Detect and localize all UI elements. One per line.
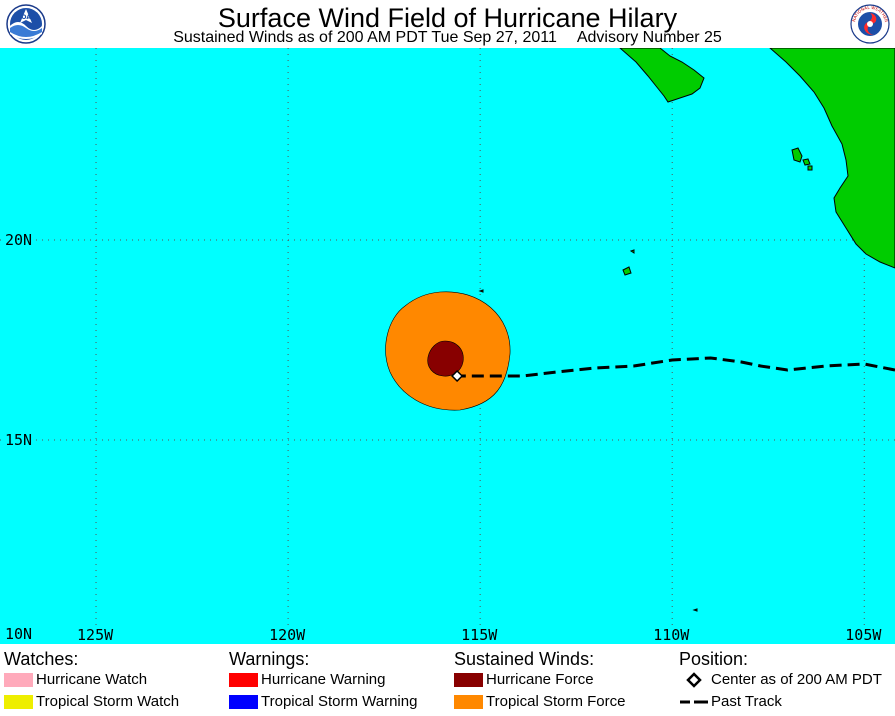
- past-track: [457, 356, 895, 378]
- map-subtitle: Sustained Winds as of 200 AM PDT Tue Sep…: [0, 29, 895, 47]
- legend-watches-title: Watches:: [4, 649, 79, 669]
- wind-field-map: 20N 15N 10N 125W 120W 115W 110W 105W: [0, 47, 895, 644]
- latitude-label: 15N: [5, 431, 33, 449]
- noaa-logo: NOAA: [6, 4, 46, 44]
- ts-force-swatch: [454, 695, 483, 709]
- storm-center-diamond-icon: [451, 369, 464, 383]
- map-canvas: [0, 47, 895, 644]
- past-track-dash-icon: [680, 700, 708, 704]
- isla-isabel: [807, 165, 813, 171]
- baja-california: [618, 47, 705, 103]
- legend-warnings-title: Warnings:: [229, 649, 310, 669]
- longitude-label: 110W: [653, 626, 690, 644]
- nws-logo: NATIONAL WEATHER SERVICE: [850, 4, 890, 44]
- islas-marias-small: [802, 158, 811, 166]
- hurricane-watch-label: Hurricane Watch: [36, 671, 148, 688]
- longitude-label: 120W: [269, 626, 306, 644]
- map-title: Surface Wind Field of Hurricane Hilary: [217, 3, 678, 33]
- mainland-mexico: [768, 47, 895, 269]
- subtitle-advisory: Advisory Number 25: [576, 29, 722, 46]
- center-label: Center as of 200 AM PDT: [711, 671, 882, 688]
- ts-warning-swatch: [229, 695, 258, 709]
- legend: Watches: Warnings: Sustained Winds: Posi…: [0, 645, 895, 716]
- noaa-logo-text: NOAA: [16, 14, 36, 21]
- roca-partida: [478, 289, 484, 293]
- hurricane-force-swatch: [454, 673, 483, 687]
- longitude-label: 105W: [845, 626, 882, 644]
- socorro-island: [622, 266, 632, 276]
- longitude-label: 125W: [77, 626, 114, 644]
- ts-watch-label: Tropical Storm Watch: [36, 693, 180, 710]
- latitude-label: 10N: [5, 625, 33, 643]
- islas-marias: [791, 147, 803, 163]
- legend-winds-title: Sustained Winds:: [454, 649, 595, 669]
- wind-field: [385, 291, 511, 411]
- clarion-island: [692, 608, 698, 612]
- storm-center-marker: [451, 369, 464, 383]
- hurricane-force-label: Hurricane Force: [486, 671, 594, 688]
- longitude-label: 115W: [461, 626, 498, 644]
- hurricane-warning-swatch: [229, 673, 258, 687]
- center-diamond-icon: [686, 672, 702, 688]
- ts-watch-swatch: [4, 695, 33, 709]
- ts-force-label: Tropical Storm Force: [486, 693, 626, 710]
- landmasses: [478, 47, 895, 612]
- hurricane-warning-label: Hurricane Warning: [261, 671, 386, 688]
- hurricane-watch-swatch: [4, 673, 33, 687]
- past-track-label: Past Track: [711, 693, 782, 710]
- latitude-label: 20N: [5, 231, 33, 249]
- legend-position-title: Position:: [679, 649, 749, 669]
- san-benedicto-island: [629, 249, 635, 254]
- ts-warning-label: Tropical Storm Warning: [261, 693, 418, 710]
- hurricane-force-area: [427, 340, 464, 377]
- subtitle-time: Sustained Winds as of 200 AM PDT Tue Sep…: [173, 29, 557, 46]
